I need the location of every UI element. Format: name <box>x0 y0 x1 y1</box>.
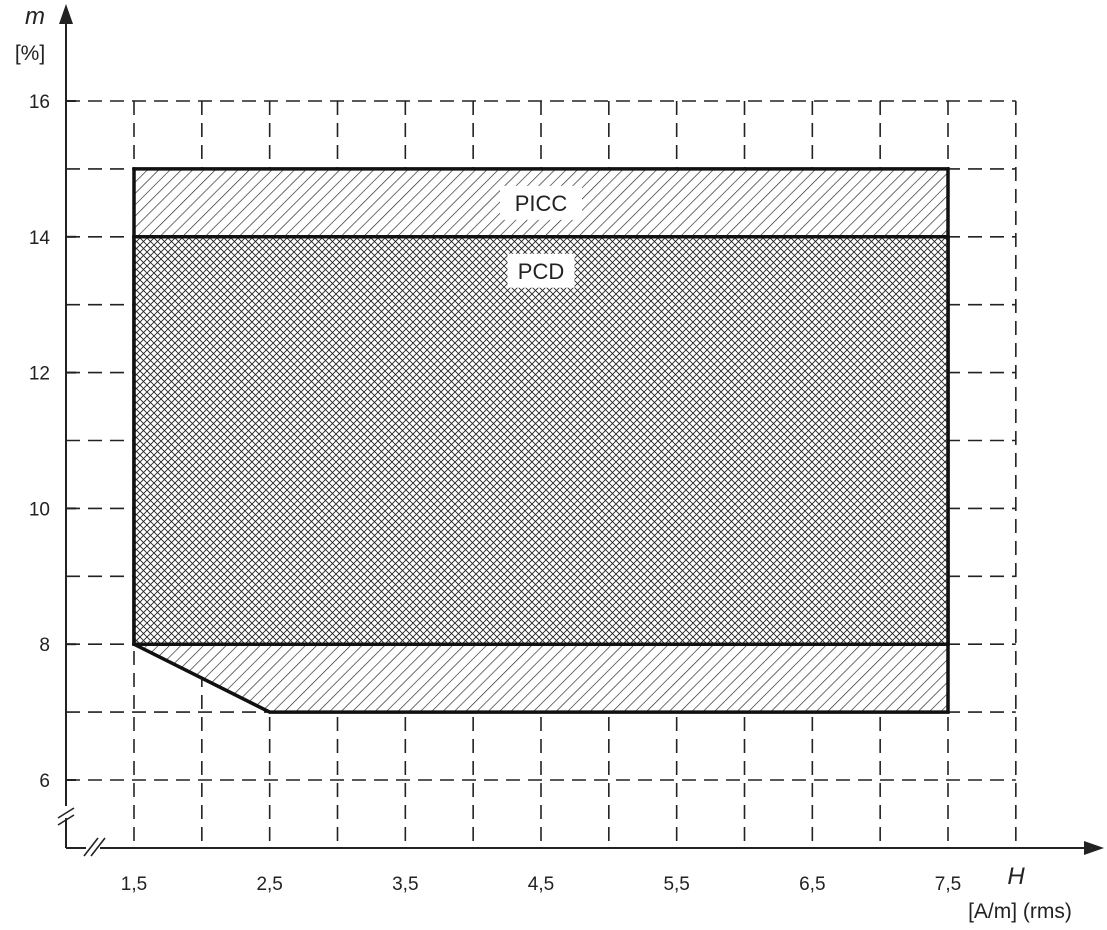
x-axis-arrow-icon <box>1084 841 1104 855</box>
region-label-picc: PICC <box>515 191 568 216</box>
y-axis-unit: [%] <box>15 42 45 65</box>
x-axis-break-icon <box>83 837 106 858</box>
x-tick-label: 4,5 <box>528 874 554 895</box>
x-tick-label: 3,5 <box>392 874 418 895</box>
axis-labels: m [%] H [A/m] (rms) <box>15 3 1072 923</box>
y-tick-label: 14 <box>29 228 51 249</box>
tick-labels: 6 8 10 12 14 16 1,5 2,5 3,5 4,5 5,5 6,5 7,5 <box>29 92 961 895</box>
x-tick-label: 2,5 <box>256 874 282 895</box>
axes <box>56 4 1104 858</box>
y-tick-label: 12 <box>29 364 50 385</box>
y-axis-variable: m <box>25 3 45 30</box>
region-label-box <box>500 185 582 220</box>
x-tick-label: 6,5 <box>799 874 825 895</box>
region-label-pcd: PCD <box>518 259 564 284</box>
regions: PICC PCD <box>132 167 950 714</box>
y-axis-arrow-icon <box>59 4 73 24</box>
x-axis-variable: H <box>1007 863 1025 890</box>
y-tick-label: 6 <box>39 771 50 792</box>
x-tick-label: 1,5 <box>121 874 147 895</box>
x-tick-label: 5,5 <box>663 874 689 895</box>
y-axis-break-icon <box>56 806 76 826</box>
region-pcd-fill <box>132 235 950 646</box>
y-tick-label: 10 <box>29 499 50 520</box>
y-tick-label: 16 <box>29 92 50 113</box>
x-axis-unit: [A/m] (rms) <box>968 900 1072 923</box>
region-label-box <box>507 253 575 288</box>
y-tick-label: 8 <box>39 635 50 656</box>
x-tick-label: 7,5 <box>935 874 961 895</box>
